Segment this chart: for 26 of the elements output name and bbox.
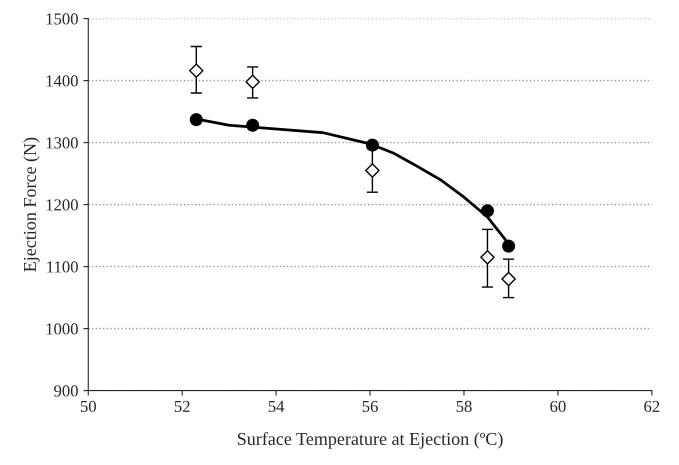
y-tick-label: 1400 [46,75,78,87]
y-tick-label: 1100 [47,261,78,273]
y-tick-label: 1500 [46,13,78,25]
point [480,204,494,218]
point [245,74,260,90]
x-axis-title: Surface Temperature at Ejection (ºC) [238,432,503,449]
point [189,63,204,78]
x-tick-label: 54 [268,400,284,412]
x-tick-label: 60 [550,400,566,412]
point [366,138,379,152]
y-tick-label: 1200 [46,199,78,211]
point [480,250,495,265]
y-tick-label: 1300 [46,137,78,149]
point [501,272,516,286]
x-tick-label: 56 [362,400,378,412]
point [365,163,380,178]
x-tick-label: 58 [456,400,472,412]
y-axis-title: Ejection Force (N) [23,138,40,272]
x-tick-label: 50 [80,400,96,412]
point [502,240,516,253]
x-tick-label: 62 [644,400,660,412]
y-tick-label: 900 [54,385,78,397]
point [190,113,203,126]
y-tick-label: 1000 [46,323,78,335]
x-tick-label: 52 [174,400,190,412]
point [246,118,260,132]
